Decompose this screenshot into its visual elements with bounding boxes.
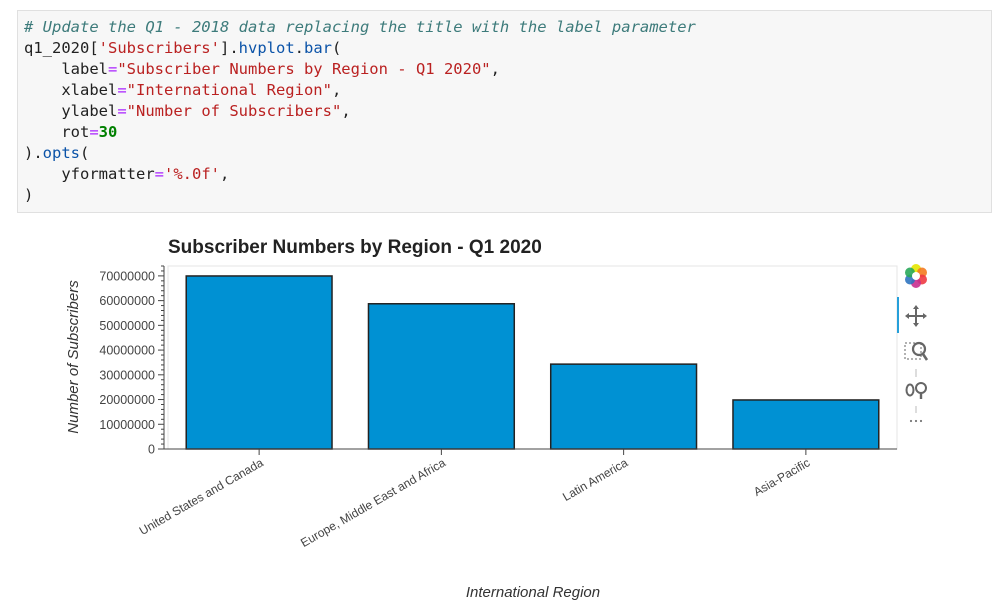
bar-1[interactable]: [367, 303, 516, 450]
chart-toolbar: [897, 264, 929, 423]
code-token: =: [117, 102, 127, 120]
chart-title: Subscriber Numbers by Region - Q1 2020: [168, 237, 542, 258]
code-token: bar: [304, 39, 332, 57]
active-tool-indicator: [897, 297, 899, 333]
y-tick-label: 50000000: [99, 319, 155, 333]
code-token: ,: [341, 102, 351, 120]
code-token: (: [80, 144, 90, 162]
code-token: .: [294, 39, 304, 57]
y-tick-label: 40000000: [99, 344, 155, 358]
code-token: "International Region": [126, 81, 332, 99]
code-token: 'Subscribers': [98, 39, 220, 57]
code-token: ,: [490, 60, 500, 78]
code-token: ylabel: [24, 102, 118, 120]
y-tick-label: 70000000: [99, 269, 155, 283]
code-token: opts: [42, 144, 80, 162]
code-line: ylabel="Number of Subscribers",: [24, 101, 991, 122]
code-token: hvplot: [238, 39, 295, 57]
code-token: =: [108, 60, 118, 78]
x-axis-label: International Region: [466, 584, 600, 601]
code-token: =: [89, 123, 99, 141]
code-cell[interactable]: # Update the Q1 - 2018 data replacing th…: [17, 10, 992, 213]
code-token: "Number of Subscribers": [126, 102, 342, 120]
bokeh-logo-icon[interactable]: [905, 264, 927, 288]
code-token: '%.0f': [164, 165, 220, 183]
y-tick-label: 30000000: [99, 368, 155, 382]
code-line: label="Subscriber Numbers by Region - Q1…: [24, 59, 991, 80]
bar-2[interactable]: [549, 363, 698, 450]
code-token: # Update the Q1 - 2018 data replacing th…: [24, 18, 696, 36]
code-token: ).: [24, 144, 43, 162]
bar-3[interactable]: [732, 399, 880, 450]
code-token: ].: [219, 39, 239, 57]
code-token: xlabel: [24, 81, 118, 99]
code-token: rot: [24, 123, 90, 141]
code-token: label: [24, 60, 108, 78]
code-token: 30: [98, 123, 118, 141]
y-tick-label: 10000000: [99, 418, 155, 432]
code-token: q1_2020[: [24, 39, 99, 57]
x-tick-label: Europe, Middle East and Africa: [298, 455, 448, 550]
code-line: ).opts(: [24, 143, 991, 164]
code-line: # Update the Q1 - 2018 data replacing th…: [24, 17, 991, 38]
code-token: (: [332, 39, 342, 57]
code-token: =: [117, 81, 127, 99]
wheel-zoom-icon[interactable]: [905, 382, 927, 399]
code-token: "Subscriber Numbers by Region - Q1 2020": [117, 60, 491, 78]
y-tick-label: 60000000: [99, 294, 155, 308]
code-token: ): [24, 186, 34, 204]
code-line: ): [24, 185, 991, 206]
y-tick-label: 0: [148, 443, 155, 457]
code-token: ,: [331, 81, 342, 99]
pan-icon[interactable]: [905, 305, 927, 327]
code-line: yformatter='%.0f',: [24, 164, 991, 185]
code-line: xlabel="International Region",: [24, 80, 991, 101]
code-line: rot=30: [24, 122, 991, 143]
bar-0[interactable]: [185, 275, 333, 450]
x-tick-label: United States and Canada: [137, 455, 266, 538]
code-line: q1_2020['Subscribers'].hvplot.bar(: [24, 38, 991, 59]
y-axis-label: Number of Subscribers: [65, 280, 82, 434]
code-token: ,: [220, 165, 230, 183]
box-zoom-icon[interactable]: [904, 341, 929, 361]
x-tick-label: Latin America: [560, 455, 630, 504]
more-icon[interactable]: [909, 419, 923, 423]
code-token: yformatter: [24, 165, 155, 183]
y-tick-label: 20000000: [99, 393, 155, 407]
x-tick-label: Asia-Pacific: [751, 455, 812, 498]
code-token: =: [154, 165, 164, 183]
